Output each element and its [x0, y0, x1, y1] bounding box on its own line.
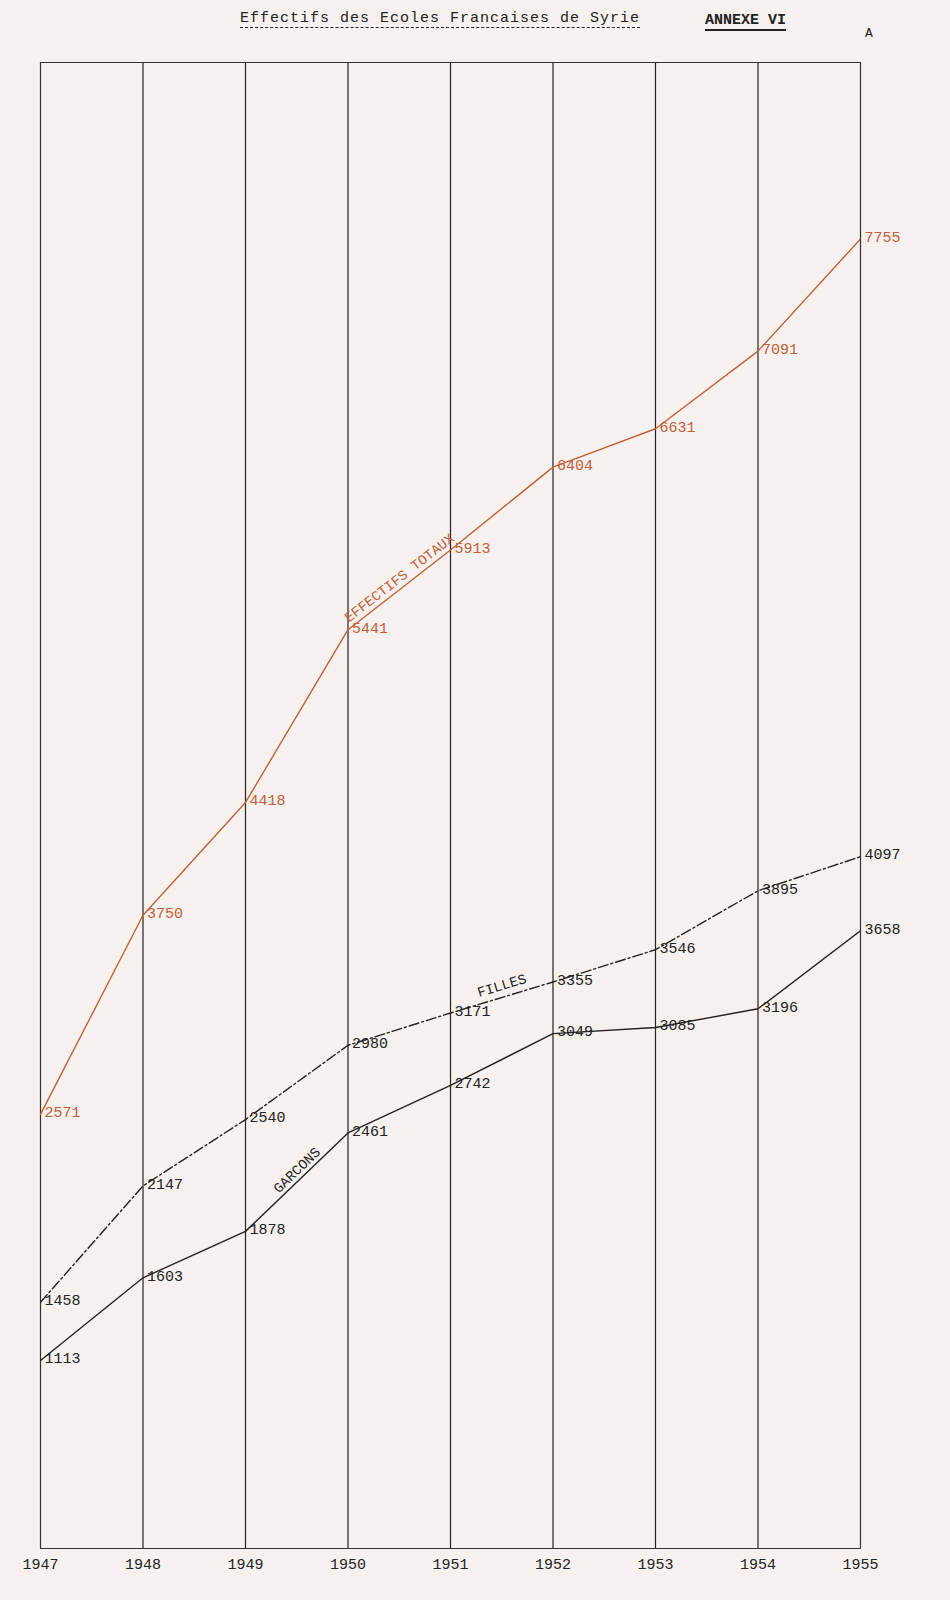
svg-text:1603: 1603: [147, 1269, 183, 1286]
svg-text:2461: 2461: [352, 1124, 388, 1141]
svg-text:7091: 7091: [762, 342, 798, 359]
svg-text:GARCONS: GARCONS: [270, 1144, 324, 1196]
svg-text:3750: 3750: [147, 906, 183, 923]
svg-text:6631: 6631: [660, 420, 696, 437]
svg-text:1947: 1947: [22, 1557, 58, 1574]
svg-text:5913: 5913: [455, 541, 491, 558]
svg-text:2980: 2980: [352, 1036, 388, 1053]
svg-text:5441: 5441: [352, 621, 388, 638]
svg-text:1948: 1948: [125, 1557, 161, 1574]
svg-text:4097: 4097: [865, 847, 901, 864]
svg-text:3196: 3196: [762, 1000, 798, 1017]
svg-text:3049: 3049: [557, 1024, 593, 1041]
svg-text:1953: 1953: [637, 1557, 673, 1574]
svg-text:1878: 1878: [250, 1222, 286, 1239]
svg-text:7755: 7755: [865, 230, 901, 247]
svg-text:4418: 4418: [250, 793, 286, 810]
svg-text:2540: 2540: [250, 1110, 286, 1127]
svg-text:1458: 1458: [45, 1293, 81, 1310]
svg-text:3895: 3895: [762, 882, 798, 899]
svg-text:3658: 3658: [865, 922, 901, 939]
html-text:Effectifs des Ecoles Francaise: Effectifs des Ecoles Francaises de Syrie: [240, 10, 641, 27]
svg-text:1955: 1955: [842, 1557, 878, 1574]
svg-text:1950: 1950: [330, 1557, 366, 1574]
svg-text:3085: 3085: [660, 1018, 696, 1035]
svg-text:3355: 3355: [557, 973, 593, 990]
svg-text:1113: 1113: [45, 1351, 81, 1368]
svg-text:3546: 3546: [660, 941, 696, 958]
svg-text:1951: 1951: [432, 1557, 468, 1574]
svg-text:6404: 6404: [557, 458, 593, 475]
svg-text:2742: 2742: [455, 1076, 491, 1093]
svg-text:1954: 1954: [740, 1557, 776, 1574]
svg-text:FILLES: FILLES: [475, 971, 528, 1001]
svg-text:EFFECTIFS TOTAUX: EFFECTIFS TOTAUX: [342, 530, 458, 626]
svg-text:1949: 1949: [227, 1557, 263, 1574]
html-text:A: A: [865, 26, 873, 41]
svg-text:2147: 2147: [147, 1177, 183, 1194]
svg-text:1952: 1952: [535, 1557, 571, 1574]
html-text:ANNEXE VI: ANNEXE VI: [705, 12, 786, 29]
svg-text:2571: 2571: [45, 1105, 81, 1122]
svg-text:3171: 3171: [455, 1004, 491, 1021]
